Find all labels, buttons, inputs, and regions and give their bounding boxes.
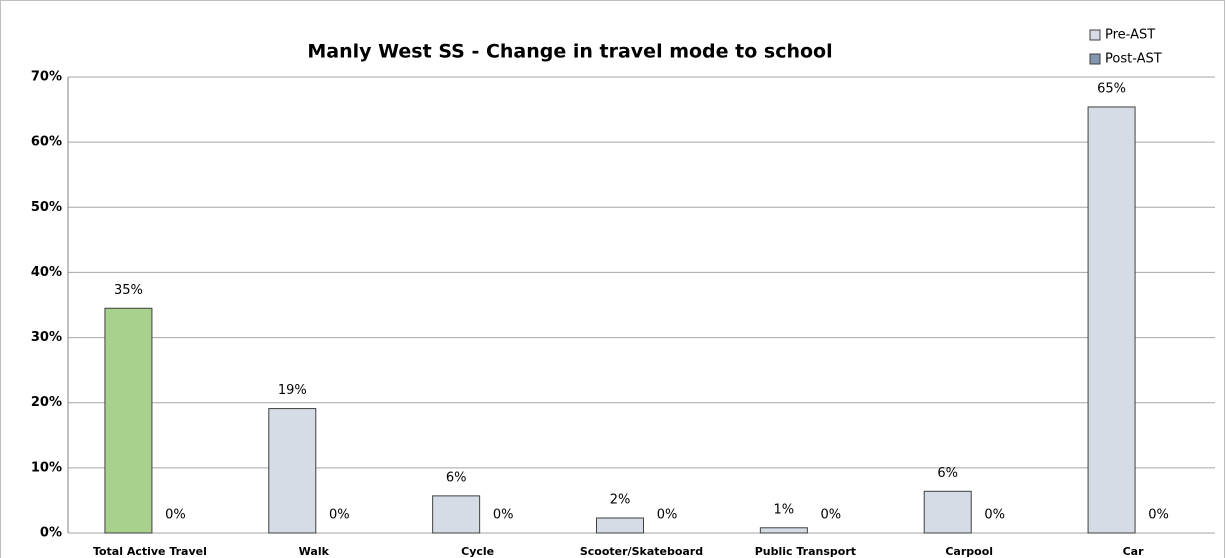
value-label: 0%	[329, 508, 350, 523]
y-tick-label: 50%	[31, 200, 62, 215]
value-label: 6%	[446, 470, 467, 485]
bar	[104, 307, 153, 534]
value-label: 0%	[657, 508, 678, 523]
x-tick-label: Cycle	[461, 545, 494, 558]
x-tick-label: Walk	[299, 545, 330, 558]
bar	[923, 490, 972, 534]
x-tick-label: Carpool	[945, 545, 993, 558]
bar	[759, 527, 808, 534]
value-label: 65%	[1097, 81, 1126, 96]
bar	[596, 517, 644, 534]
bar	[268, 408, 317, 534]
x-tick-label: Public Transport	[755, 545, 856, 558]
value-label: 1%	[774, 502, 795, 517]
value-label: 19%	[278, 383, 307, 398]
value-label: 0%	[165, 508, 186, 523]
legend-label: Post-AST	[1105, 52, 1162, 67]
y-tick-label: 70%	[31, 70, 62, 85]
y-tick-label: 30%	[31, 330, 62, 345]
value-label: 2%	[610, 493, 631, 508]
x-tick-label: Total Active Travel	[93, 545, 207, 558]
bar	[432, 495, 481, 534]
legend-swatch	[1089, 29, 1101, 41]
bar	[1087, 106, 1136, 534]
value-label: 0%	[1148, 508, 1169, 523]
value-label: 0%	[984, 508, 1005, 523]
legend-label: Pre-AST	[1105, 28, 1155, 43]
value-label: 0%	[821, 508, 842, 523]
x-tick-label: Scooter/Skateboard	[580, 545, 703, 558]
y-tick-label: 0%	[40, 526, 62, 541]
y-tick-label: 10%	[31, 460, 62, 475]
y-tick-label: 20%	[31, 395, 62, 410]
value-label: 35%	[114, 283, 143, 298]
value-label: 6%	[937, 466, 958, 481]
legend-swatch	[1089, 53, 1101, 65]
value-label: 0%	[493, 508, 514, 523]
y-tick-label: 60%	[31, 135, 62, 150]
y-tick-label: 40%	[31, 265, 62, 280]
chart-title: Manly West SS - Change in travel mode to…	[307, 41, 832, 63]
x-tick-label: Car	[1123, 545, 1144, 558]
